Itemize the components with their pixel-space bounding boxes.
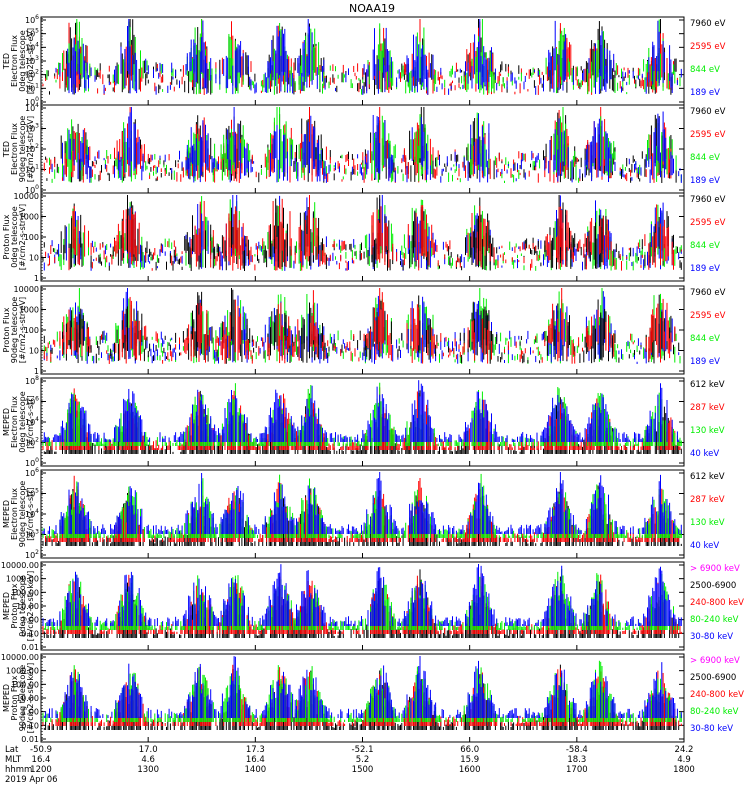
y-tick-label: 100 bbox=[25, 457, 39, 468]
y-tick-label: 102 bbox=[25, 69, 39, 80]
y-axis-label: Proton Flux bbox=[2, 214, 11, 259]
data-marks bbox=[42, 380, 682, 454]
legend-entry: 189 eV bbox=[690, 88, 720, 98]
y-axis-label: [#/cm2-s-str-eV] bbox=[26, 116, 35, 182]
y-tick-label: 101 bbox=[25, 164, 39, 175]
y-tick-label: 102 bbox=[25, 437, 39, 448]
y-tick-label: 100 bbox=[24, 326, 39, 335]
chart-panel-2: 100 101 102 103 104 TED Electron Flux 90deg tel… bbox=[2, 102, 726, 195]
y-tick-label: 102 bbox=[25, 143, 39, 154]
legend-entry: 844 eV bbox=[690, 334, 720, 344]
legend-entry: 2595 eV bbox=[690, 130, 726, 140]
y-tick-label: 1000 bbox=[19, 213, 39, 222]
y-tick-label: 1 bbox=[34, 274, 39, 283]
legend-entry: 612 keV bbox=[690, 380, 725, 390]
figure-title: NOAA19 bbox=[349, 2, 395, 15]
y-axis-label: 90deg telescope bbox=[10, 297, 19, 364]
y-tick-label: 101 bbox=[25, 82, 39, 93]
legend-entry: 844 eV bbox=[690, 65, 720, 75]
y-tick-label: 104 bbox=[25, 41, 39, 52]
y-tick-label: 105 bbox=[25, 28, 39, 39]
y-tick-label: 104 bbox=[25, 102, 39, 113]
y-tick-label: 103 bbox=[25, 123, 39, 134]
y-tick-label: 1000 bbox=[19, 306, 39, 315]
data-marks bbox=[42, 195, 682, 271]
y-axis-label: [#/cm2-s-str] bbox=[26, 395, 35, 448]
legend-entry: 2595 eV bbox=[690, 42, 726, 52]
y-tick-label: 103 bbox=[25, 55, 39, 66]
y-axis-label: 90deg telescope bbox=[18, 116, 27, 183]
y-axis-label: [#/cm2-s-str-eV] bbox=[26, 28, 35, 94]
y-axis-label: Proton Flux bbox=[2, 307, 11, 352]
legend-entry: 7960 eV bbox=[690, 195, 726, 205]
legend-entry: 189 eV bbox=[690, 357, 720, 367]
legend-entry: 7960 eV bbox=[690, 288, 726, 298]
chart-panel-1: 100 101 102 103 104 105 106 TED Electron Flux 0de… bbox=[2, 14, 726, 107]
y-axis-label: Electron Flux bbox=[10, 35, 19, 87]
legend-entry: 2595 eV bbox=[690, 311, 726, 321]
y-axis-label: MEPED bbox=[2, 408, 11, 436]
legend-entry: 7960 eV bbox=[690, 19, 726, 29]
y-axis-label: [#/cm2-s-str-eV] bbox=[18, 297, 27, 363]
chart-panel-4: 1 10 100 1000 10000 Proton Flux 90deg telescop… bbox=[2, 285, 726, 376]
y-tick-label: 100 bbox=[24, 233, 39, 242]
y-tick-label: 100 bbox=[25, 184, 39, 195]
data-marks bbox=[43, 107, 682, 183]
y-tick-label: 10 bbox=[29, 347, 39, 356]
data-marks bbox=[42, 19, 682, 95]
y-axis-label: Electron Flux bbox=[10, 396, 19, 448]
y-tick-label: 10 bbox=[29, 254, 39, 263]
legend-entry: 7960 eV bbox=[690, 107, 726, 117]
legend-entry: 189 eV bbox=[690, 176, 720, 186]
y-axis-label: TED bbox=[2, 53, 11, 70]
y-tick-label: 1 bbox=[34, 367, 39, 376]
legend-entry: 2595 eV bbox=[690, 218, 726, 228]
legend-entry: 40 keV bbox=[690, 449, 719, 459]
legend-entry: 287 keV bbox=[690, 403, 725, 413]
y-axis-label: 0deg telescope bbox=[18, 30, 27, 91]
legend-entry: 189 eV bbox=[690, 264, 720, 274]
y-axis-label: 0deg telescope bbox=[18, 391, 27, 452]
data-marks bbox=[43, 288, 681, 364]
y-tick-label: 108 bbox=[25, 375, 39, 386]
y-axis-label: Electron Flux bbox=[10, 123, 19, 175]
y-tick-label: 10000 bbox=[14, 285, 39, 294]
legend-entry: 844 eV bbox=[690, 153, 720, 163]
y-tick-label: 100 bbox=[25, 96, 39, 107]
legend-entry: 844 eV bbox=[690, 241, 720, 251]
y-tick-label: 104 bbox=[25, 416, 39, 427]
legend-entry: 130 keV bbox=[690, 426, 725, 436]
y-axis-label: 0deg telescope bbox=[10, 206, 19, 267]
y-tick-label: 10000 bbox=[14, 192, 39, 201]
y-axis-label: [#/cm2-s-str-eV] bbox=[18, 204, 27, 270]
y-tick-label: 106 bbox=[25, 396, 39, 407]
chart-panel-3: 1 10 100 1000 10000 Proton Flux 0deg telescope… bbox=[2, 192, 726, 283]
y-axis-label: TED bbox=[2, 141, 11, 158]
y-tick-label: 106 bbox=[25, 14, 39, 25]
chart-panel-5: 100 102 104 106 108 MEPED Electron Flux 0deg te… bbox=[2, 375, 725, 468]
